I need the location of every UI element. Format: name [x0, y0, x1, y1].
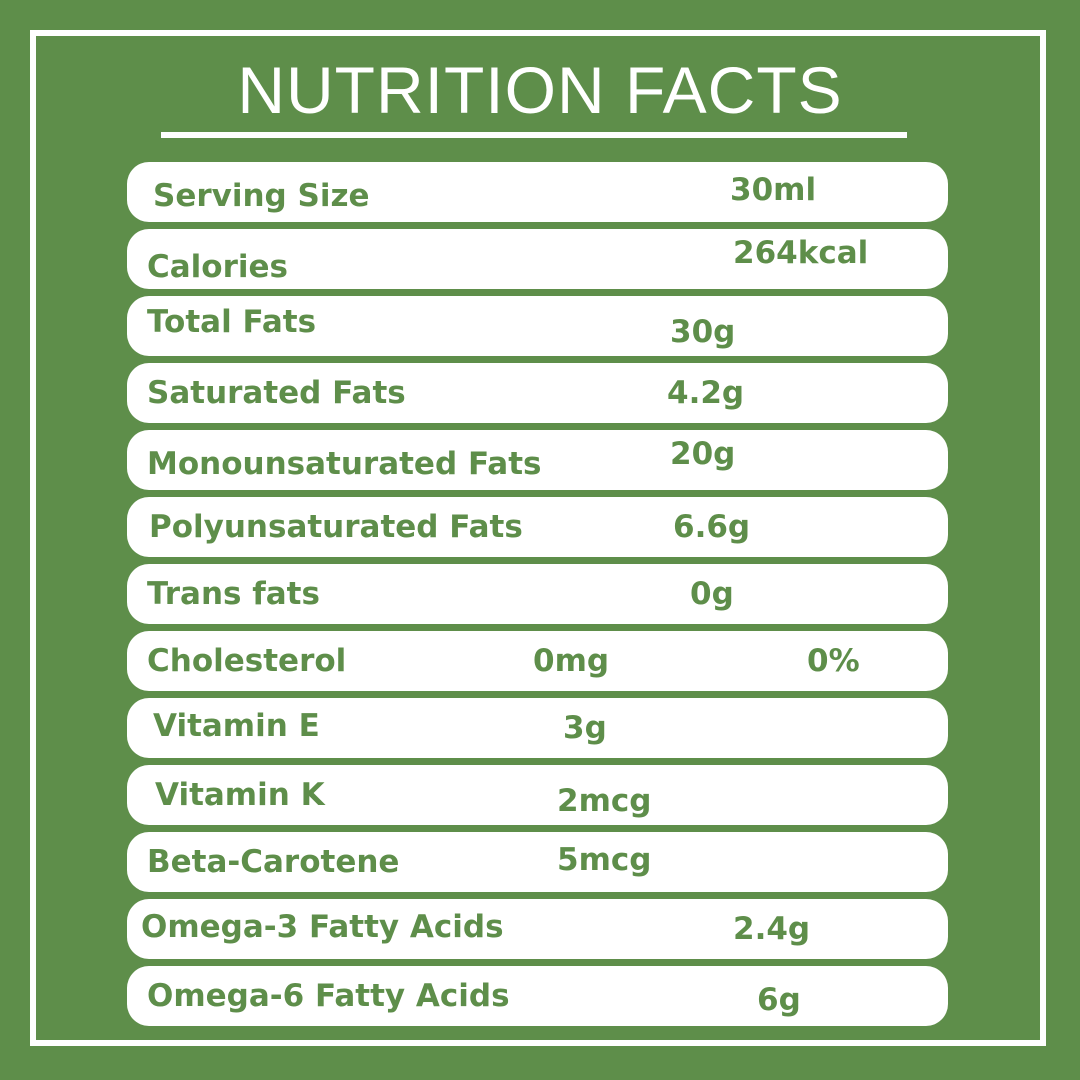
table-row: Trans fats 0g — [127, 564, 948, 624]
nutrient-label: Beta-Carotene — [147, 844, 400, 880]
nutrient-value: 30ml — [730, 172, 817, 208]
nutrient-label: Cholesterol — [147, 643, 347, 679]
table-row: Omega-6 Fatty Acids 6g — [127, 966, 948, 1026]
table-row: Total Fats 30g — [127, 296, 948, 356]
nutrient-label: Omega-6 Fatty Acids — [147, 978, 510, 1014]
nutrient-value: 3g — [563, 710, 607, 746]
nutrient-value: 264kcal — [733, 235, 869, 271]
nutrient-label: Trans fats — [147, 576, 320, 612]
daily-value-percent: 0% — [807, 643, 860, 679]
table-row: Omega-3 Fatty Acids 2.4g — [127, 899, 948, 959]
nutrient-value: 6g — [757, 982, 801, 1018]
table-row: Serving Size 30ml — [127, 162, 948, 222]
nutrient-value: 2mcg — [557, 783, 652, 819]
page-title: NUTRITION FACTS — [237, 53, 843, 127]
table-row: Saturated Fats 4.2g — [127, 363, 948, 423]
table-row: Monounsaturated Fats 20g — [127, 430, 948, 490]
nutrient-value: 6.6g — [673, 509, 751, 545]
nutrient-value: 2.4g — [733, 911, 811, 947]
table-row: Cholesterol 0mg 0% — [127, 631, 948, 691]
table-row: Calories 264kcal — [127, 229, 948, 289]
nutrient-label: Serving Size — [153, 178, 370, 214]
nutrient-label: Polyunsaturated Fats — [149, 509, 523, 545]
nutrient-label: Calories — [147, 249, 288, 285]
table-row: Beta-Carotene 5mcg — [127, 832, 948, 892]
nutrient-value: 20g — [670, 436, 736, 472]
nutrient-label: Vitamin K — [155, 777, 325, 813]
table-row: Vitamin K 2mcg — [127, 765, 948, 825]
white-border-frame — [30, 30, 1046, 1046]
nutrient-label: Omega-3 Fatty Acids — [141, 909, 504, 945]
nutrient-value: 4.2g — [667, 375, 745, 411]
nutrient-label: Total Fats — [147, 304, 317, 340]
nutrient-label: Saturated Fats — [147, 375, 406, 411]
nutrient-value: 30g — [670, 314, 736, 350]
nutrient-value: 0g — [690, 576, 734, 612]
nutrient-label: Monounsaturated Fats — [147, 446, 542, 482]
nutrient-label: Vitamin E — [153, 708, 320, 744]
table-row: Polyunsaturated Fats 6.6g — [127, 497, 948, 557]
nutrient-value: 5mcg — [557, 842, 652, 878]
title-underline — [161, 132, 907, 138]
nutrient-value: 0mg — [533, 643, 610, 679]
table-row: Vitamin E 3g — [127, 698, 948, 758]
